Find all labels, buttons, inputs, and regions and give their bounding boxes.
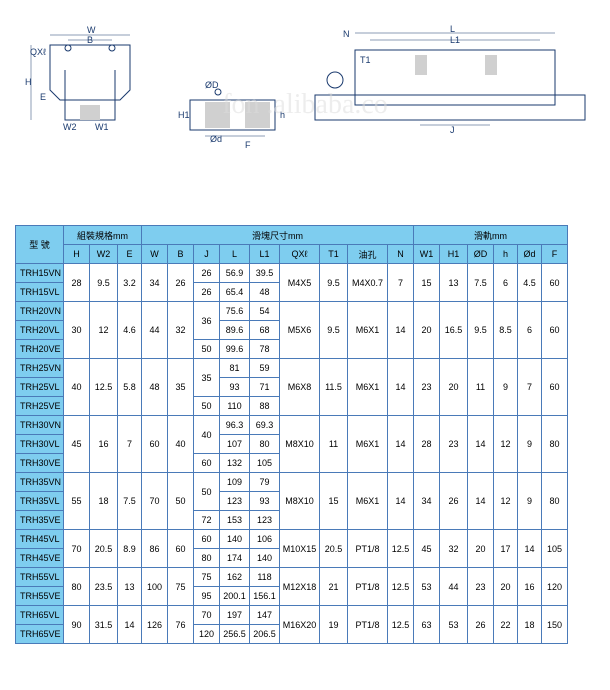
table-row: TRH20VN30124.644323675.654M5X69.5M6X1142… bbox=[16, 302, 594, 321]
dim-T1: T1 bbox=[360, 55, 371, 65]
technical-diagram: W B QXℓ H E W2 W1 ØD H1 Ød F h bbox=[15, 15, 595, 195]
dim-N: N bbox=[343, 29, 350, 39]
dim-W2: W2 bbox=[63, 122, 77, 132]
dim-H1: H1 bbox=[178, 110, 190, 120]
dim-Od: Ød bbox=[210, 134, 222, 144]
model-cell: TRH30VE bbox=[16, 454, 64, 473]
table-row: TRH35VN55187.570505010979M8X1015M6X11434… bbox=[16, 473, 594, 492]
table-row: TRH30VN4516760404096.369.3M8X1011M6X1142… bbox=[16, 416, 594, 435]
model-cell: TRH55VE bbox=[16, 587, 64, 606]
spec-table: 型 號組裝規格mm滑塊尺寸mm滑軌mmHW2EWBJLL1QXℓT1油孔NW1H… bbox=[15, 225, 594, 644]
model-cell: TRH20VN bbox=[16, 302, 64, 321]
dim-J: J bbox=[450, 125, 455, 135]
model-cell: TRH20VL bbox=[16, 321, 64, 340]
model-cell: TRH25VL bbox=[16, 378, 64, 397]
dim-H: H bbox=[25, 77, 32, 87]
model-cell: TRH65VE bbox=[16, 625, 64, 644]
model-cell: TRH35VN bbox=[16, 473, 64, 492]
model-cell: TRH15VL bbox=[16, 283, 64, 302]
table-row: TRH55VL8023.5131007575162118M12X1821PT1/… bbox=[16, 568, 594, 587]
model-cell: TRH30VL bbox=[16, 435, 64, 454]
model-cell: TRH35VE bbox=[16, 511, 64, 530]
dim-QXl: QXℓ bbox=[30, 47, 47, 57]
dim-B: B bbox=[87, 35, 93, 45]
table-row: TRH25VN4012.55.84835358159M6X811.5M6X114… bbox=[16, 359, 594, 378]
dim-L1: L1 bbox=[450, 35, 460, 45]
model-cell: TRH25VN bbox=[16, 359, 64, 378]
dim-L: L bbox=[450, 24, 455, 34]
model-cell: TRH20VE bbox=[16, 340, 64, 359]
dim-F: F bbox=[245, 140, 251, 150]
model-cell: TRH35VL bbox=[16, 492, 64, 511]
model-cell: TRH65VL bbox=[16, 606, 64, 625]
model-cell: TRH55VL bbox=[16, 568, 64, 587]
dim-h: h bbox=[280, 110, 285, 120]
table-row: TRH45VL7020.58.9866060140106M10X1520.5PT… bbox=[16, 530, 594, 549]
dim-W: W bbox=[87, 25, 96, 35]
model-cell: TRH30VN bbox=[16, 416, 64, 435]
dim-E: E bbox=[40, 92, 46, 102]
model-cell: TRH25VE bbox=[16, 397, 64, 416]
dim-W1: W1 bbox=[95, 122, 109, 132]
table-row: TRH15VN289.53.234262656.939.5M4X59.5M4X0… bbox=[16, 264, 594, 283]
model-cell: TRH15VN bbox=[16, 264, 64, 283]
model-cell: TRH45VE bbox=[16, 549, 64, 568]
model-cell: TRH45VL bbox=[16, 530, 64, 549]
dim-OD: ØD bbox=[205, 80, 219, 90]
table-row: TRH65VL9031.5141267670197147M16X2019PT1/… bbox=[16, 606, 594, 625]
